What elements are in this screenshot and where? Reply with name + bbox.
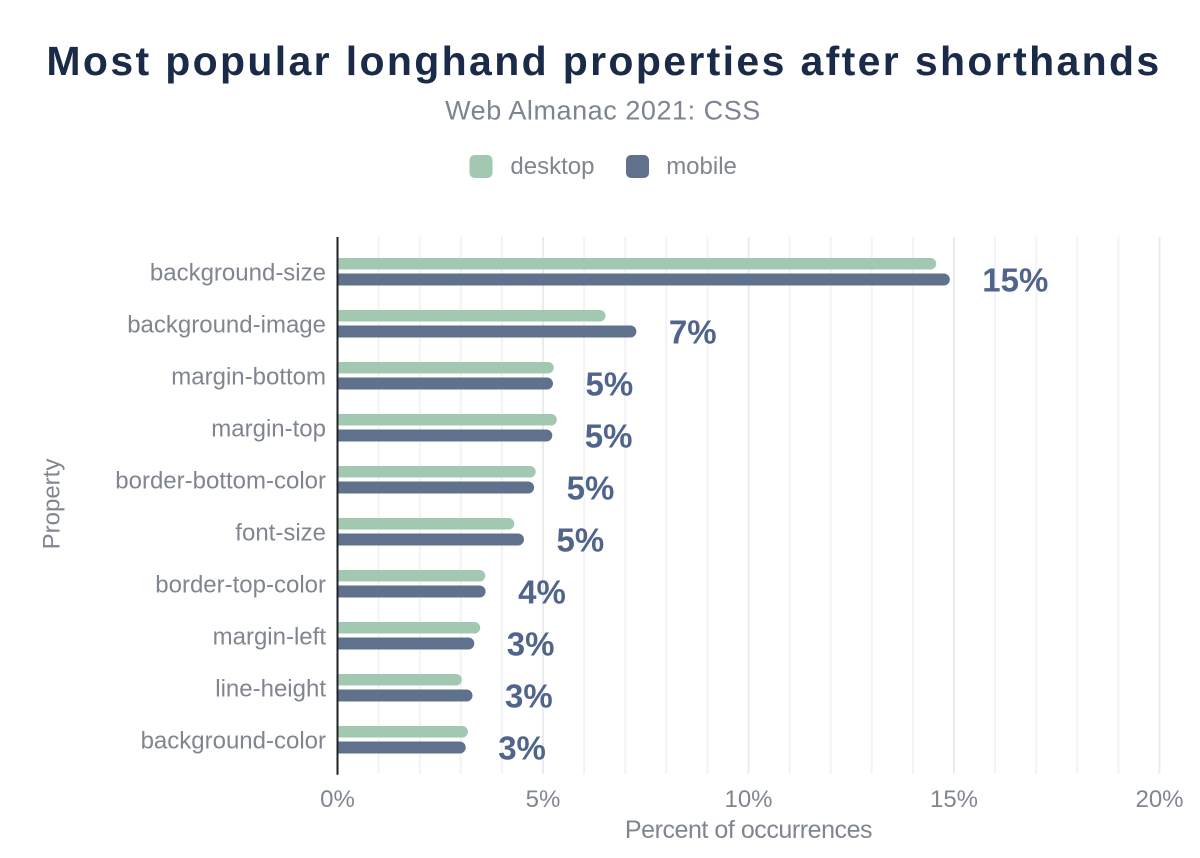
- svg-text:5%: 5%: [585, 417, 633, 454]
- svg-text:border-bottom-color: border-bottom-color: [115, 467, 326, 494]
- svg-text:background-size: background-size: [150, 259, 326, 286]
- svg-text:background-image: background-image: [127, 311, 326, 338]
- svg-text:line-height: line-height: [215, 675, 326, 702]
- svg-text:5%: 5%: [526, 786, 561, 813]
- svg-text:5%: 5%: [586, 365, 634, 402]
- svg-text:10%: 10%: [724, 786, 772, 813]
- svg-text:5%: 5%: [567, 469, 615, 506]
- svg-text:Property: Property: [39, 459, 66, 550]
- svg-text:4%: 4%: [518, 573, 566, 610]
- svg-text:0%: 0%: [320, 786, 355, 813]
- svg-text:background-color: background-color: [141, 727, 326, 754]
- svg-text:3%: 3%: [507, 625, 555, 662]
- svg-text:margin-top: margin-top: [211, 415, 326, 442]
- svg-text:border-top-color: border-top-color: [155, 571, 326, 598]
- svg-text:margin-bottom: margin-bottom: [171, 363, 326, 390]
- svg-text:15%: 15%: [982, 261, 1048, 298]
- svg-text:3%: 3%: [498, 729, 546, 766]
- svg-text:margin-left: margin-left: [213, 623, 327, 650]
- svg-text:5%: 5%: [557, 521, 605, 558]
- svg-text:7%: 7%: [669, 313, 717, 350]
- svg-text:Percent of occurrences: Percent of occurrences: [625, 816, 872, 844]
- svg-text:Web Almanac 2021: CSS: Web Almanac 2021: CSS: [445, 95, 761, 125]
- svg-text:desktop: desktop: [510, 153, 594, 180]
- svg-text:font-size: font-size: [235, 519, 326, 546]
- svg-text:3%: 3%: [505, 677, 553, 714]
- svg-text:mobile: mobile: [666, 153, 737, 180]
- svg-text:15%: 15%: [930, 786, 978, 813]
- svg-text:20%: 20%: [1135, 786, 1183, 813]
- svg-text:Most popular longhand properti: Most popular longhand properties after s…: [46, 38, 1161, 84]
